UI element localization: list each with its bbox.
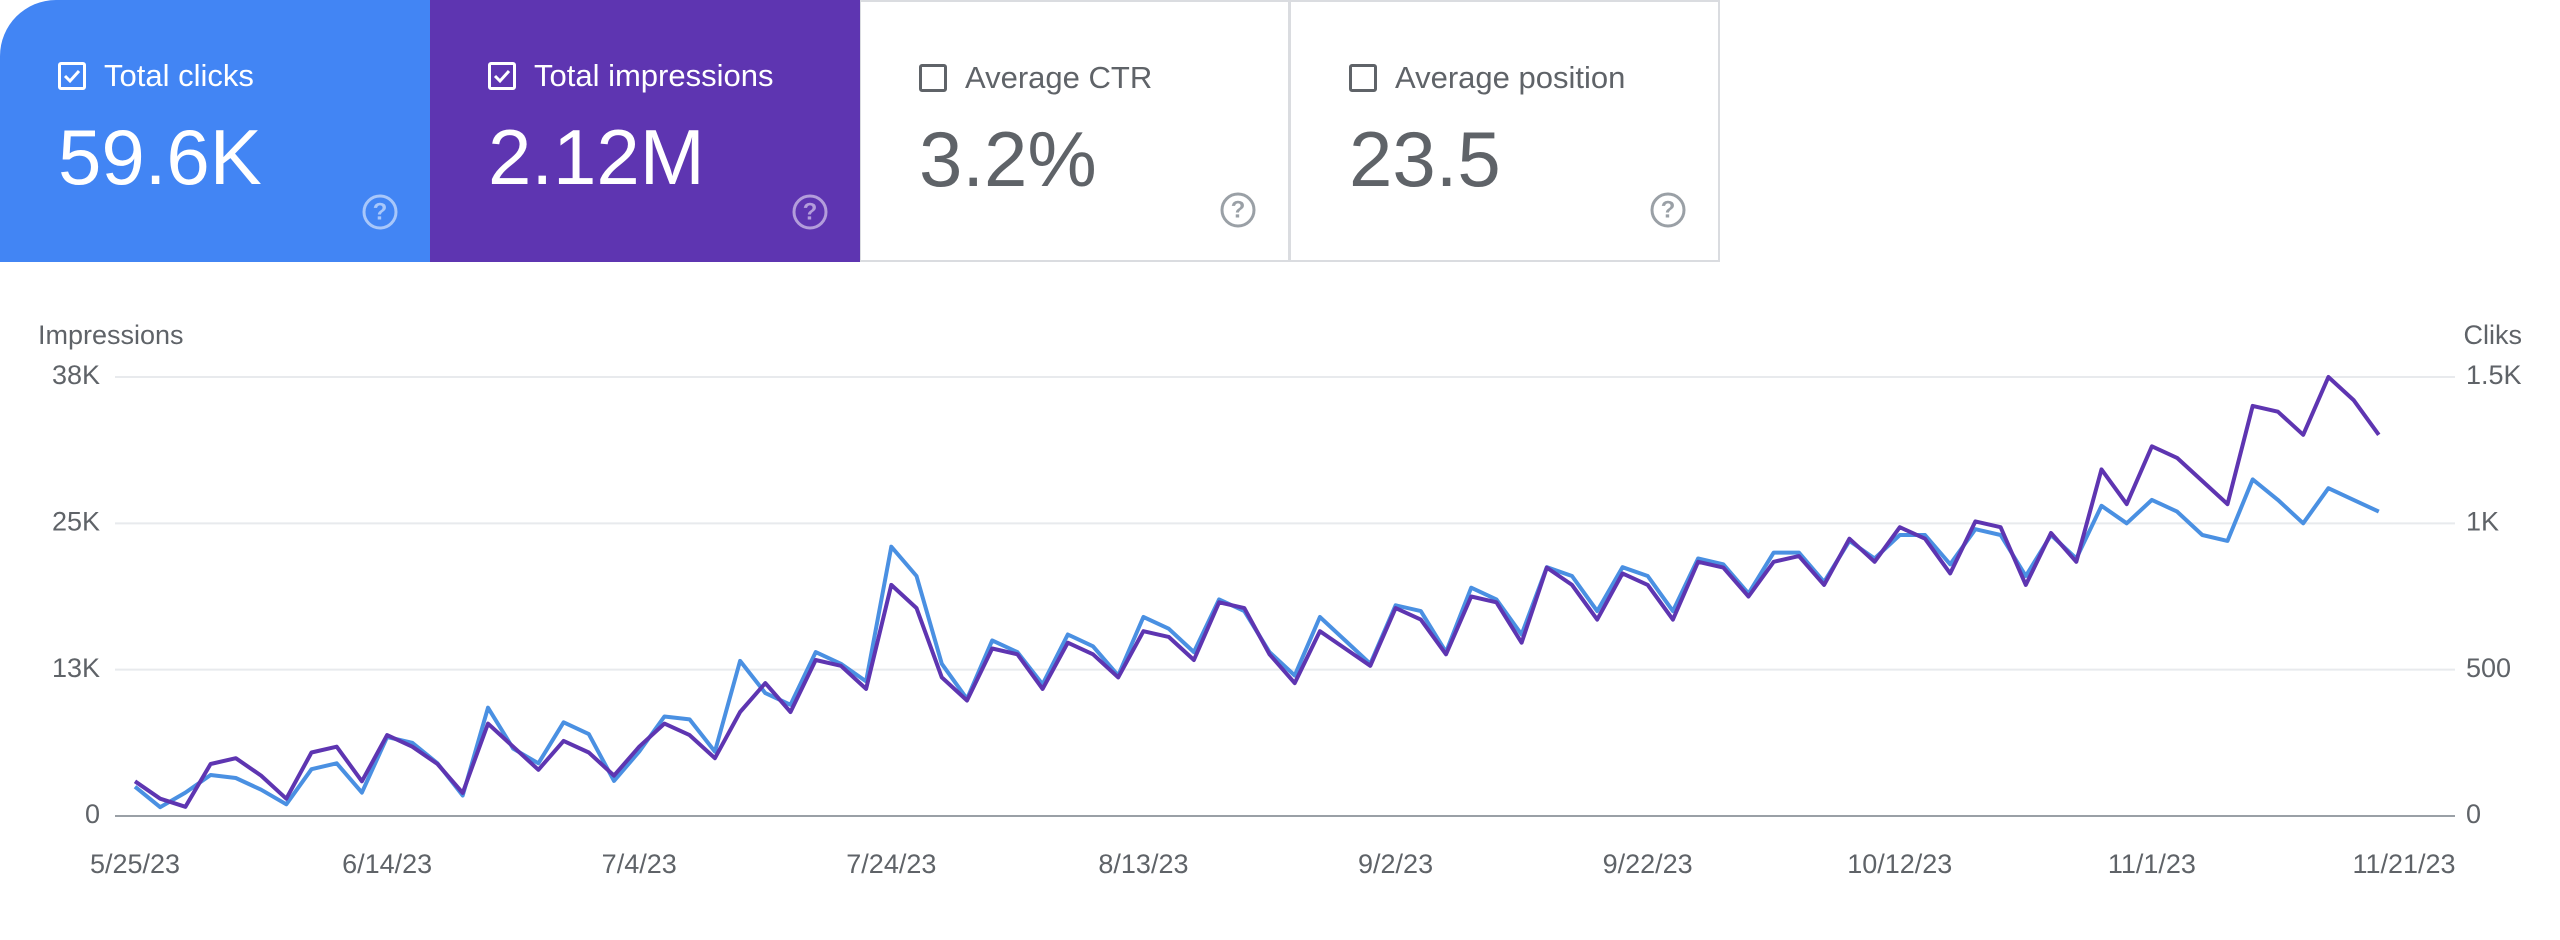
y2-tick-label: 500 xyxy=(2466,653,2511,683)
x-tick-label: 7/4/23 xyxy=(602,849,677,879)
metric-cards: Total clicks 59.6K ? Total impressions 2… xyxy=(0,0,1720,262)
card-label-text: Total impressions xyxy=(534,58,774,93)
card-value: 3.2% xyxy=(919,115,1097,203)
x-tick-label: 10/12/23 xyxy=(1847,849,1952,879)
card-value: 2.12M xyxy=(488,113,705,201)
y2-tick-label: 1.5K xyxy=(2466,360,2522,390)
svg-text:?: ? xyxy=(373,198,388,225)
help-icon[interactable]: ? xyxy=(1218,190,1258,230)
x-tick-label: 11/1/23 xyxy=(2108,849,2196,879)
x-tick-label: 5/25/23 xyxy=(90,849,180,879)
y-tick-label: 38K xyxy=(52,360,100,390)
x-tick-label: 6/14/23 xyxy=(342,849,432,879)
card-label[interactable]: Average position xyxy=(1349,60,1625,96)
help-icon[interactable]: ? xyxy=(360,192,400,232)
series-line xyxy=(133,477,2380,810)
checkbox[interactable] xyxy=(488,62,516,90)
card-label-text: Total clicks xyxy=(104,58,254,93)
y-tick-label: 0 xyxy=(85,799,100,829)
y-tick-label: 13K xyxy=(52,653,100,683)
x-tick-label: 9/22/23 xyxy=(1603,849,1693,879)
checkbox[interactable] xyxy=(58,62,86,90)
card-label-text: Average position xyxy=(1395,60,1626,95)
svg-text:?: ? xyxy=(803,198,818,225)
y2-tick-label: 1K xyxy=(2466,506,2499,536)
y-tick-label: 25K xyxy=(52,506,100,536)
y2-axis-title: Cliks xyxy=(2464,320,2523,350)
card-label[interactable]: Total impressions xyxy=(488,58,773,94)
metric-card[interactable]: Total impressions 2.12M ? xyxy=(430,0,860,262)
series-line xyxy=(133,375,2381,809)
svg-text:?: ? xyxy=(1231,196,1246,223)
x-tick-label: 8/13/23 xyxy=(1098,849,1188,879)
metric-card[interactable]: Average CTR 3.2% ? xyxy=(860,0,1290,262)
card-label[interactable]: Average CTR xyxy=(919,60,1152,96)
y2-tick-label: 0 xyxy=(2466,799,2481,829)
card-value: 23.5 xyxy=(1349,115,1501,203)
checkbox[interactable] xyxy=(1349,64,1377,92)
metric-card[interactable]: Average position 23.5 ? xyxy=(1290,0,1720,262)
help-icon[interactable]: ? xyxy=(1648,190,1688,230)
x-tick-label: 7/24/23 xyxy=(846,849,936,879)
help-icon[interactable]: ? xyxy=(790,192,830,232)
card-label[interactable]: Total clicks xyxy=(58,58,254,94)
svg-text:?: ? xyxy=(1661,196,1676,223)
checkbox[interactable] xyxy=(919,64,947,92)
y-axis-title: Impressions xyxy=(38,320,184,350)
card-label-text: Average CTR xyxy=(965,60,1153,95)
x-tick-label: 9/2/23 xyxy=(1358,849,1433,879)
x-tick-label: 11/21/23 xyxy=(2352,849,2455,879)
metric-card[interactable]: Total clicks 59.6K ? xyxy=(0,0,430,262)
card-value: 59.6K xyxy=(58,113,262,201)
